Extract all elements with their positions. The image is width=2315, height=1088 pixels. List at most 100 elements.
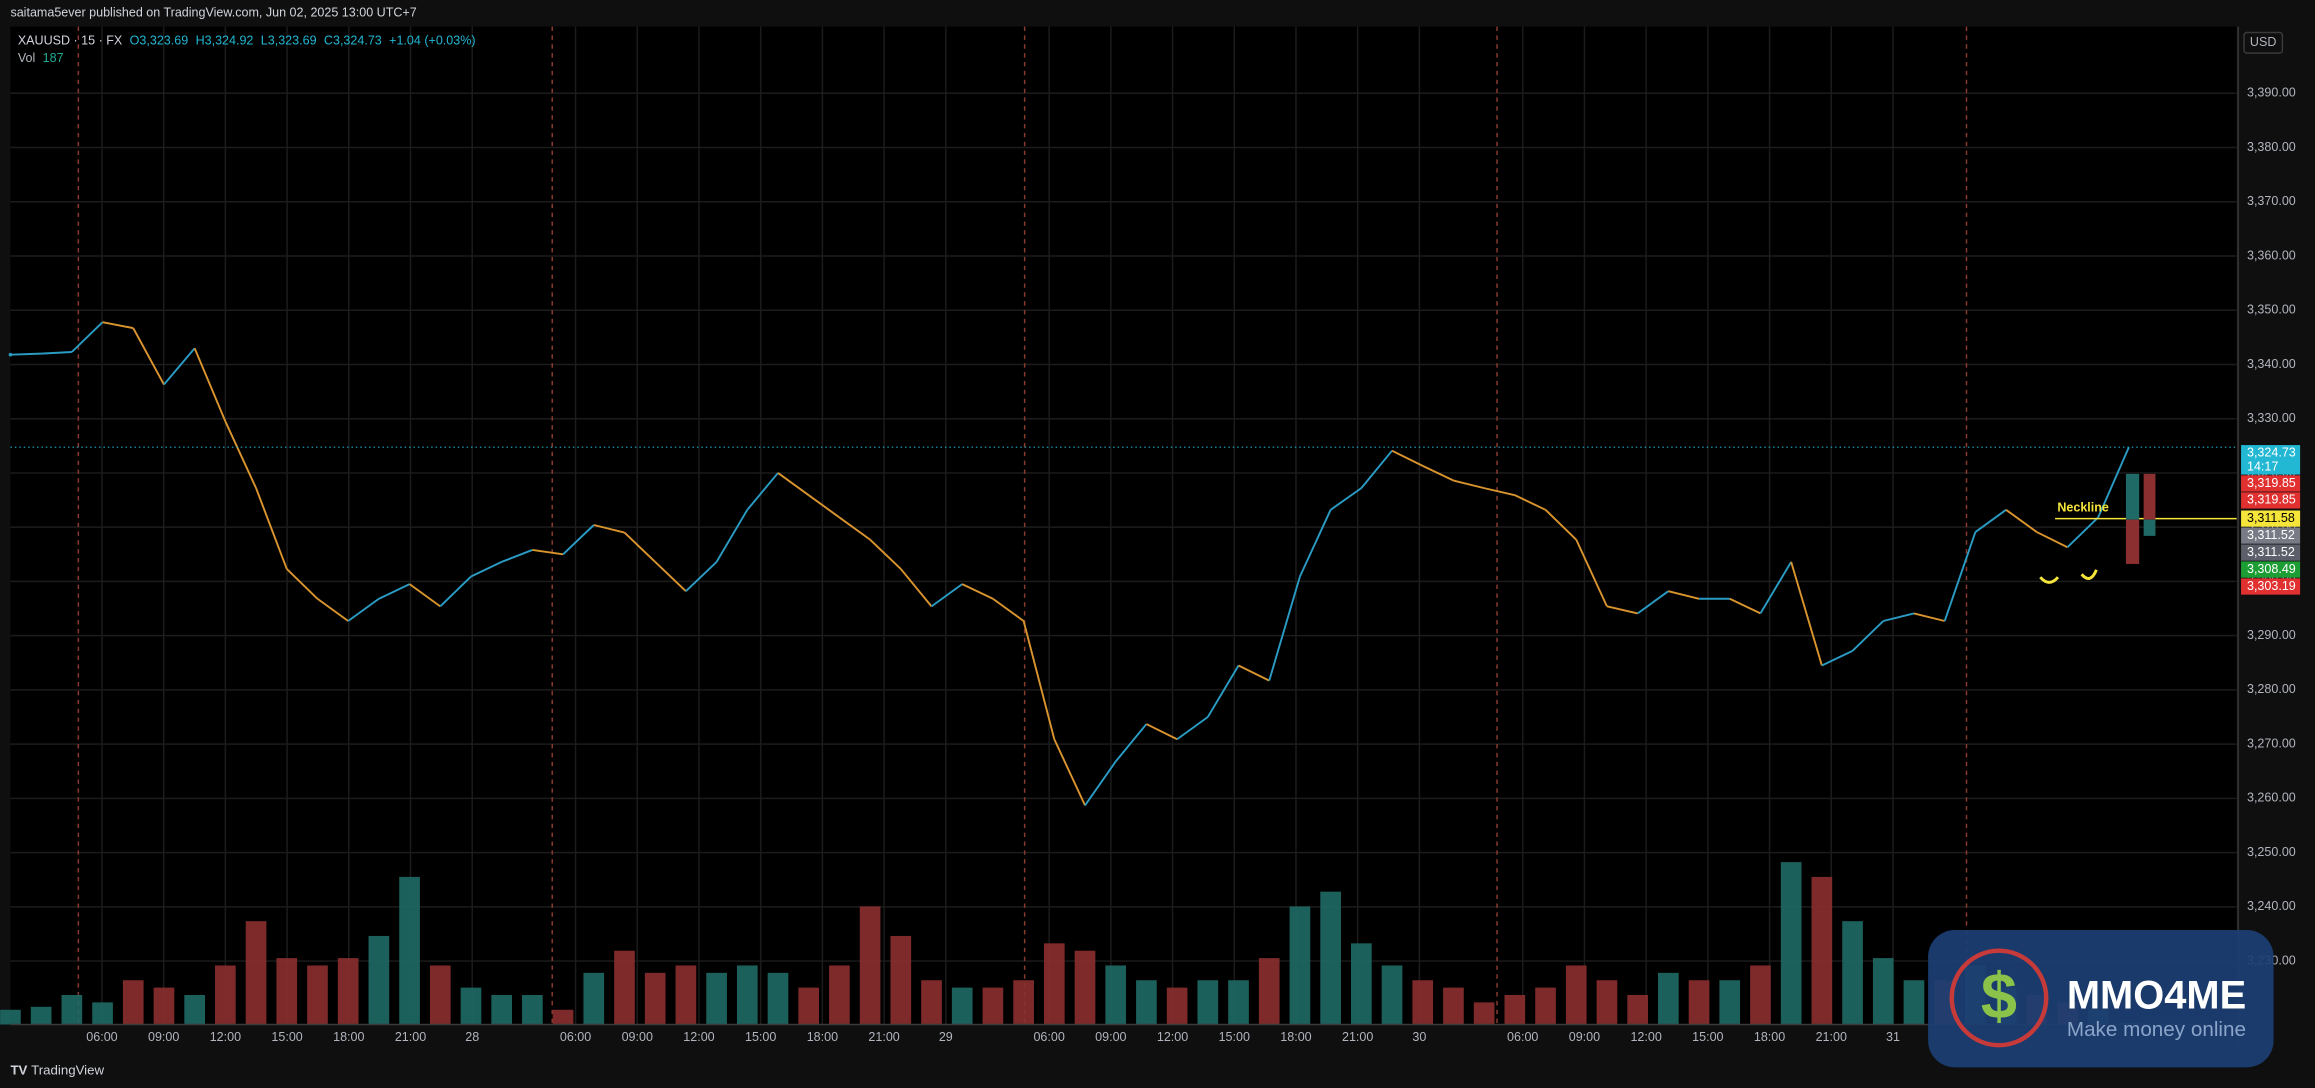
y-tick-label: 3,270.00 (2247, 736, 2296, 750)
price-segment (1145, 723, 1178, 741)
volume-bar (522, 994, 543, 1025)
volume-bar (706, 972, 727, 1025)
volume-bar (1750, 965, 1771, 1025)
volume-bar (1780, 862, 1802, 1025)
volume-bar (1473, 1002, 1495, 1025)
volume-bar (1688, 980, 1710, 1025)
price-segment (1299, 509, 1332, 577)
volume-bar (675, 965, 697, 1025)
volume-bar (767, 972, 789, 1025)
price-label-bg (2241, 544, 2301, 561)
plot-area (10, 26, 2237, 1025)
price-segment (715, 509, 749, 563)
volume-bar (644, 972, 666, 1025)
price-segment (132, 327, 165, 385)
volume-bar (736, 965, 758, 1025)
price-segment (1883, 612, 1915, 622)
price-segment (10, 352, 42, 356)
volume-bar (1136, 980, 1157, 1025)
volume-bar (245, 921, 267, 1025)
price-segment (1453, 479, 1485, 490)
volume-bar (61, 994, 83, 1025)
volume-bar (337, 958, 359, 1025)
volume-bar (982, 987, 1004, 1025)
price-segment (378, 583, 410, 600)
position-tool (2125, 473, 2140, 520)
price-label-bg (2241, 578, 2301, 595)
price-segment (562, 524, 595, 555)
volume-bar (1811, 876, 1833, 1025)
y-tick-label: 3,260.00 (2247, 791, 2296, 805)
volume (0, 862, 2140, 1025)
price-label-bg (2241, 527, 2301, 544)
pattern-arc (2080, 569, 2098, 580)
position-tool (2143, 519, 2156, 536)
price-segment (1422, 465, 1454, 482)
price-segment (409, 583, 441, 608)
x-tick-label: 21:00 (1342, 1030, 1373, 1044)
price-segment (1360, 450, 1393, 489)
price-segment (316, 597, 349, 622)
price-segment (163, 347, 196, 386)
volume-bar (1412, 980, 1434, 1025)
watermark-sub: Make money online (2067, 1018, 2246, 1041)
y-tick-label: 3,340.00 (2247, 357, 2296, 371)
x-tick-label: 18:00 (1754, 1030, 1785, 1044)
volume-bar (307, 965, 328, 1025)
watermark-text: MMO4ME (2067, 973, 2246, 1017)
position-tool (2125, 519, 2140, 564)
price-segment (1238, 664, 1270, 682)
x-tick-label: 30 (1412, 1030, 1426, 1044)
price-segment (470, 561, 503, 578)
watermark: $ MMO4ME Make money online (1928, 930, 2274, 1068)
x-tick-label: 31 (1886, 1030, 1900, 1044)
price-segment (654, 561, 687, 592)
volume-bar (92, 1002, 113, 1025)
price-segment (961, 583, 994, 600)
price-segment (1974, 509, 2007, 533)
price-segment (1851, 620, 1884, 652)
price-segment (1114, 723, 1148, 763)
price-label: 3,311.52 (2247, 545, 2295, 559)
volume-bar (491, 994, 513, 1025)
volume-bar (368, 935, 390, 1025)
price-segment (71, 321, 104, 353)
footer: TV TradingView (10, 1062, 104, 1077)
pattern-arc (2039, 576, 2060, 584)
price-segment (746, 472, 779, 511)
volume-bar (951, 987, 973, 1025)
price-label-bg (2241, 475, 2301, 492)
price: Neckline (8, 321, 2237, 806)
x-tick-label: 06:00 (1033, 1030, 1064, 1044)
currency-box[interactable] (2243, 31, 2284, 54)
legend: XAUUSD · 15 · FX O3,323.69 H3,324.92 L3,323… (18, 34, 476, 48)
price-segment (869, 538, 902, 570)
price-segment (2005, 509, 2038, 533)
price-segment (1206, 664, 1240, 718)
price-segment (347, 597, 380, 622)
x-tick-label: 18:00 (333, 1030, 364, 1044)
x-tick-label: 06:00 (1507, 1030, 1538, 1044)
volume-bar (1872, 958, 1894, 1025)
price-segment (1176, 716, 1209, 741)
volume-bar (1166, 987, 1188, 1025)
volume-bar (1443, 987, 1464, 1025)
footer-logo: TV (10, 1062, 31, 1077)
volume-bar (1320, 891, 1341, 1025)
volume-label: Vol (18, 51, 35, 65)
currency[interactable]: USD (2250, 35, 2276, 49)
x-tick-label: 12:00 (1157, 1030, 1188, 1044)
price-segment (1514, 494, 1546, 511)
x-tick-label: 09:00 (622, 1030, 653, 1044)
volume-bar (859, 906, 881, 1025)
price-label: 3,319.85 (2247, 493, 2296, 507)
volume-bar (1289, 906, 1311, 1025)
y-tick-label: 3,360.00 (2247, 248, 2296, 262)
price-label: 3,308.49 (2247, 562, 2296, 576)
price-segment (1668, 590, 1700, 600)
y-tick-label: 3,280.00 (2247, 682, 2296, 696)
price-segment (1330, 487, 1362, 511)
volume-bar (1658, 972, 1679, 1025)
price-segment (992, 597, 1025, 622)
price-segment (1759, 561, 1792, 614)
